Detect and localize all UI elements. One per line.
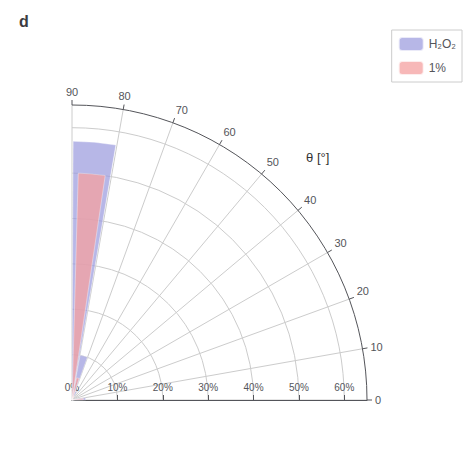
svg-text:1%: 1% — [429, 61, 447, 75]
svg-text:80: 80 — [118, 90, 130, 102]
svg-text:30%: 30% — [198, 382, 218, 393]
svg-text:10: 10 — [370, 341, 382, 353]
svg-text:40: 40 — [304, 194, 316, 206]
svg-text:50%: 50% — [289, 382, 309, 393]
svg-text:20%: 20% — [153, 382, 173, 393]
svg-text:20: 20 — [357, 285, 369, 297]
svg-text:70: 70 — [176, 104, 188, 116]
svg-text:60%: 60% — [334, 382, 354, 393]
svg-text:50: 50 — [267, 156, 279, 168]
svg-text:10%: 10% — [107, 382, 127, 393]
svg-text:d: d — [19, 13, 29, 30]
svg-text:θ [°]: θ [°] — [306, 150, 329, 165]
svg-text:40%: 40% — [244, 382, 264, 393]
svg-text:30: 30 — [334, 237, 346, 249]
svg-text:0: 0 — [375, 394, 381, 406]
svg-text:90: 90 — [66, 86, 78, 98]
svg-text:H₂O₂: H₂O₂ — [429, 37, 457, 51]
svg-text:60: 60 — [224, 126, 236, 138]
